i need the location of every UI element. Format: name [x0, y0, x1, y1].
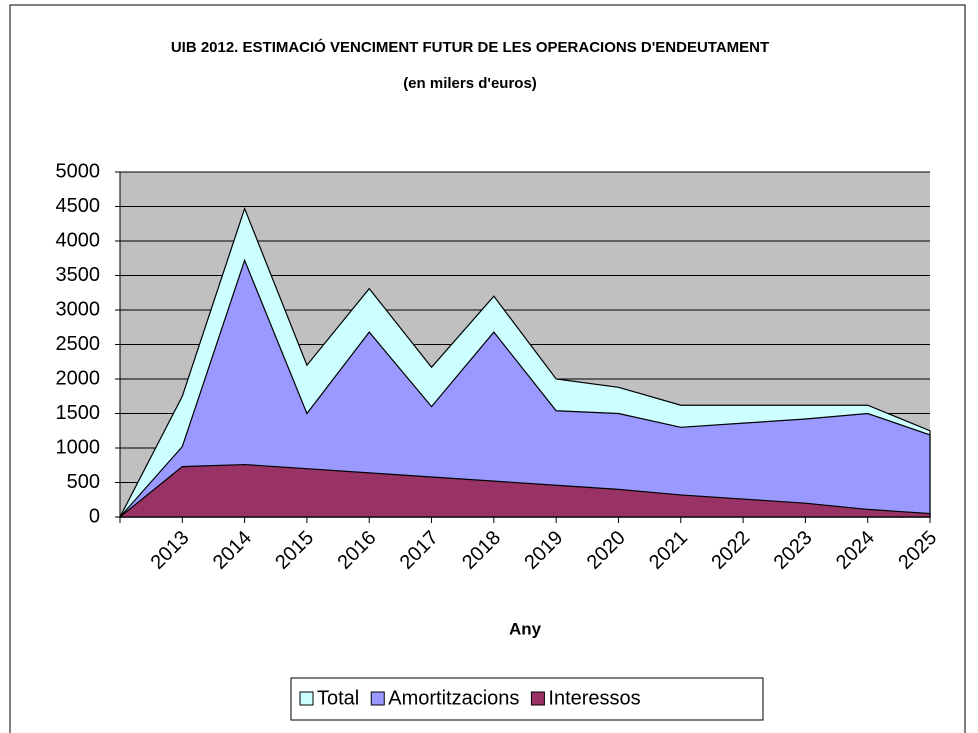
legend-swatch: [370, 691, 385, 706]
legend-swatch: [299, 691, 314, 706]
y-tick-label: 500: [67, 471, 100, 493]
legend-swatch: [530, 691, 545, 706]
area: [118, 463, 931, 518]
y-tick-label: 1000: [56, 436, 101, 458]
chart-subtitle: (en milers d'euros): [403, 75, 537, 92]
y-tick-label: 0: [89, 505, 100, 527]
y-tick-label: 5000: [56, 160, 101, 182]
area: [118, 258, 931, 518]
x-axis-label: Any: [509, 619, 542, 638]
y-tick-label: 1500: [56, 402, 101, 424]
y-tick-label: 2500: [56, 333, 101, 355]
y-tick-label: 4500: [56, 195, 101, 217]
legend-label: Amortitzacions: [388, 687, 519, 709]
chart-title: UIB 2012. ESTIMACIÓ VENCIMENT FUTUR DE L…: [171, 38, 769, 56]
legend: [290, 677, 764, 721]
y-tick-label: 3000: [56, 298, 101, 320]
y-tick-label: 2000: [56, 367, 101, 389]
y-tick-label: 4000: [56, 229, 101, 251]
legend-label: Total: [317, 687, 359, 709]
legend-label: Interessos: [548, 687, 640, 709]
y-tick-label: 3500: [56, 264, 101, 286]
